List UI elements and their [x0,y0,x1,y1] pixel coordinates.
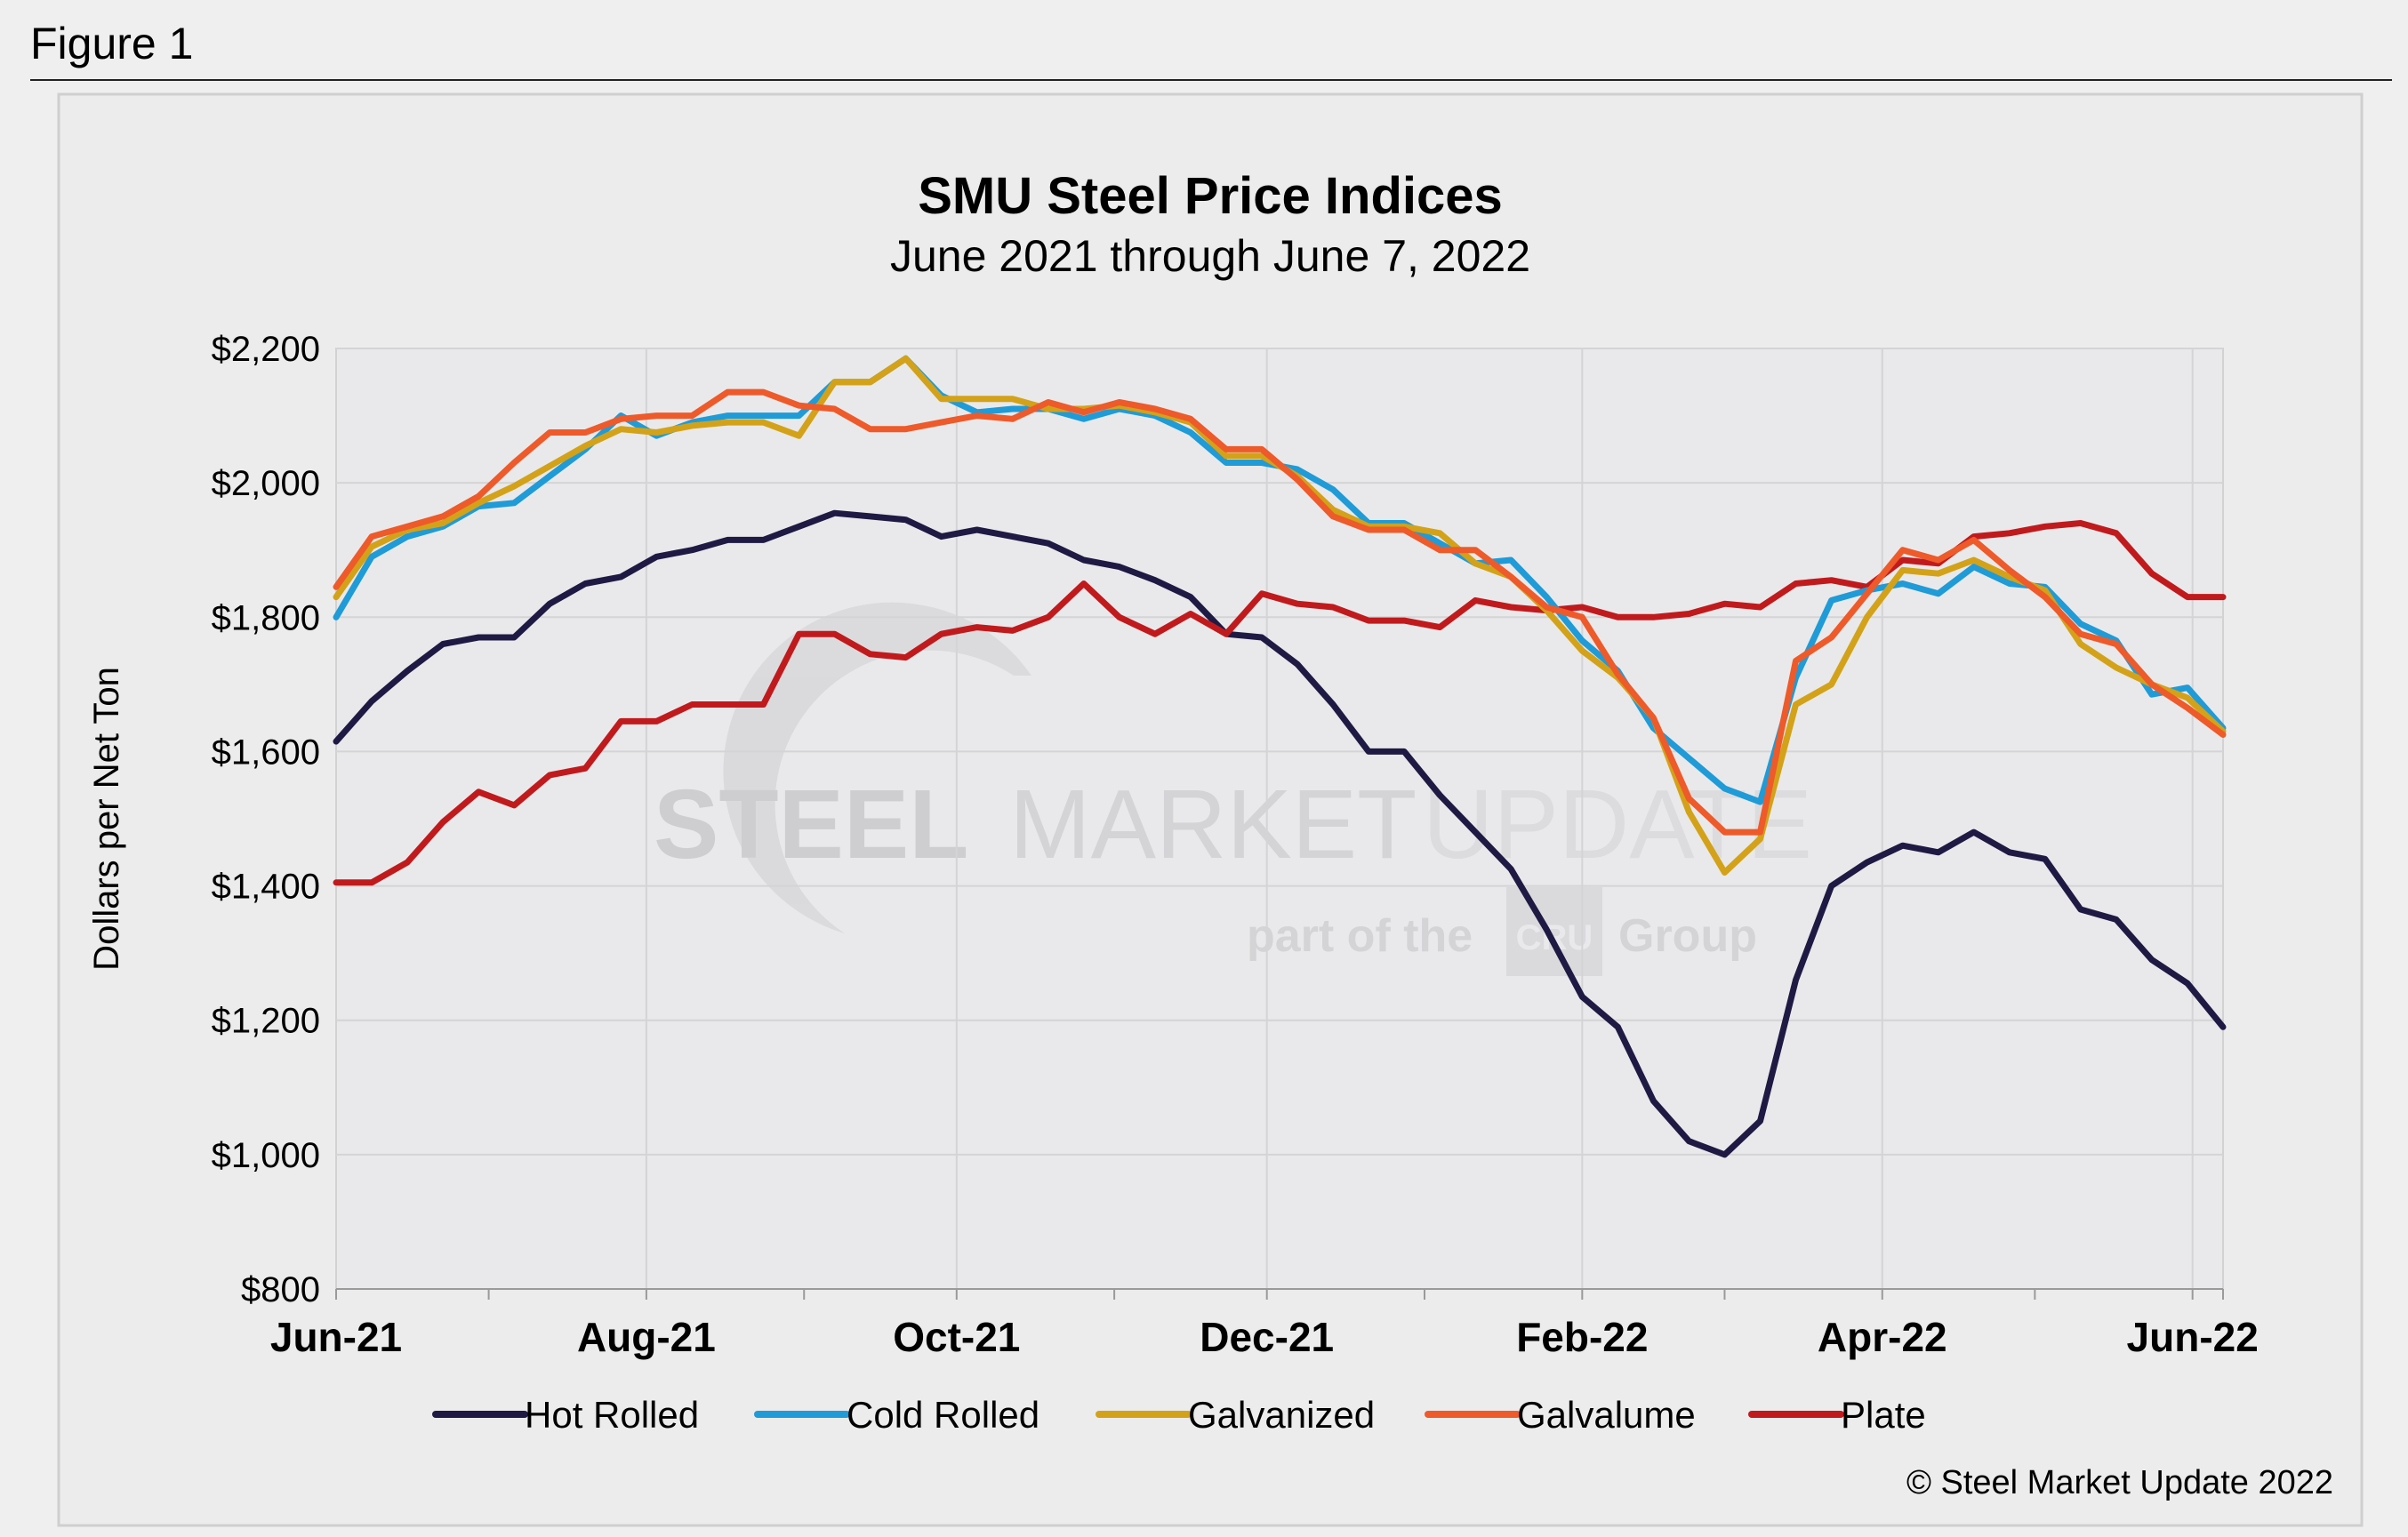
y-tick-label: $2,000 [212,464,320,503]
series-line-hot-rolled [333,509,2227,1158]
plot-area [335,348,2224,1290]
x-tick-label: Feb-22 [1516,1314,1648,1360]
y-tick-label: $1,200 [212,1002,320,1041]
x-tick-label: Dec-21 [1200,1314,1334,1360]
copyright: © Steel Market Update 2022 [1906,1464,2333,1501]
y-tick-label: $1,800 [212,598,320,637]
chart-title: SMU Steel Price Indices [918,167,1503,225]
watermark-mark-box [1506,887,1602,976]
y-tick-label: $2,200 [212,330,320,369]
x-tick-label: Apr-22 [1818,1314,1947,1360]
axes: $800 $1,000 $1,200 $1,400 $1,600 $1,800 $2,000… [212,330,2259,1360]
y-tick-label: $800 [241,1270,320,1309]
legend-label-plate: Plate [1841,1394,1926,1436]
y-tick-label: $1,600 [212,732,320,772]
x-tick-label: Aug-21 [577,1314,716,1360]
legend-label-cold-rolled: Cold Rolled [847,1394,1039,1436]
series-lines [333,355,2227,1158]
watermark-market: MARKET [1009,770,1417,879]
y-tick-label: $1,400 [212,868,320,907]
figure-label: Figure 1 [30,19,193,68]
watermark: STEEL MARKET UPDATE part of the CRU Grou… [654,602,1812,976]
watermark-steel: STEEL [654,770,969,879]
watermark-update: UPDATE [1423,770,1812,879]
watermark-swoosh [723,602,1031,933]
series-line-plate [333,520,2227,886]
legend-label-hot-rolled: Hot Rolled [525,1394,699,1436]
y-axis-label: Dollars per Net Ton [87,667,126,971]
x-tick-label: Jun-21 [270,1314,402,1360]
y-tick-label: $1,000 [212,1136,320,1175]
watermark-part-of: part of the [1247,910,1473,962]
legend: Hot Rolled Cold Rolled Galvanized Galvalume… [432,1394,1926,1436]
x-tick-label: Oct-21 [893,1314,1020,1360]
chart-subtitle: June 2021 through June 7, 2022 [890,231,1530,281]
grid-lines [336,348,2223,1289]
legend-label-galvalume: Galvalume [1517,1394,1696,1436]
x-tick-label: Jun-22 [2127,1314,2259,1360]
series-line-galvalume [333,388,2227,836]
watermark-group: Group [1618,910,1757,962]
legend-label-galvanized: Galvanized [1188,1394,1375,1436]
